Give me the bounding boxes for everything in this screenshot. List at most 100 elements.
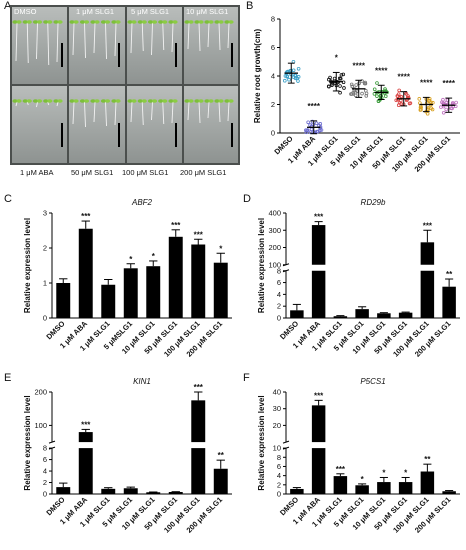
seedling-root — [141, 22, 144, 52]
seedling-leaf — [73, 99, 79, 103]
data-point — [285, 74, 289, 78]
seedling-root — [198, 22, 201, 52]
seedling-root — [171, 22, 174, 53]
data-point — [360, 79, 364, 83]
seedling-root — [105, 22, 107, 60]
seedling-leaf — [43, 20, 49, 24]
y-tick-label: 100 — [268, 260, 281, 269]
seedling-root — [47, 101, 50, 106]
seedling-root — [36, 101, 38, 108]
data-point — [327, 84, 331, 89]
data-point — [443, 102, 448, 107]
bar-break-gap — [310, 442, 327, 449]
data-point — [327, 77, 331, 82]
y-tick-label: 4 — [277, 290, 281, 299]
photo-label-5um-slg1: 5 μM SLG1 — [131, 7, 170, 16]
seedling-leaf — [208, 99, 214, 103]
data-point — [399, 102, 403, 106]
seedling-leaf — [131, 20, 137, 24]
seedling-leaf — [127, 20, 133, 24]
y-tick-label: 40 — [273, 388, 281, 397]
seedling-leaf — [79, 20, 86, 24]
data-point — [314, 121, 319, 126]
bar-break-gap — [310, 264, 327, 271]
seedling-root — [26, 101, 29, 106]
seedling-root — [198, 101, 201, 124]
data-point — [332, 76, 337, 81]
seedling-leaf — [194, 99, 200, 103]
seedling-root — [15, 101, 18, 107]
data-point — [372, 87, 377, 92]
seedling-leaf — [184, 99, 190, 103]
data-point — [350, 92, 354, 96]
significance-marker: **** — [443, 79, 456, 88]
seedling-leaf — [188, 99, 194, 103]
panel-label-e: E — [4, 372, 12, 384]
seedling-leaf — [104, 20, 111, 24]
seedling-root — [151, 101, 153, 121]
data-point — [339, 73, 344, 77]
data-point — [293, 73, 297, 78]
seedling-root — [151, 22, 153, 56]
data-point — [296, 75, 301, 79]
bar — [146, 266, 161, 318]
data-point — [375, 81, 379, 85]
data-point — [353, 93, 358, 98]
seedling-leaf — [147, 20, 154, 24]
significance-marker: *** — [171, 221, 181, 230]
y-tick-label: 2 — [277, 480, 281, 489]
seedling-leaf — [73, 20, 79, 24]
y-tick-label: 8 — [277, 266, 281, 275]
seedling-leaf — [53, 20, 59, 24]
seedling-root — [171, 101, 174, 124]
y-tick-label: 100 — [34, 421, 47, 430]
data-point — [337, 76, 342, 81]
seedling-leaf — [214, 99, 220, 103]
bar — [290, 488, 304, 494]
bar — [101, 284, 116, 318]
seedling-leaf — [53, 99, 59, 103]
seedling-leaf — [94, 99, 100, 103]
significance-marker: **** — [420, 78, 433, 87]
data-point — [342, 86, 346, 90]
data-point — [454, 100, 458, 105]
bar-break-gap — [190, 442, 207, 449]
photo-label-50um-slg1: 50 μM SLG1 — [71, 168, 114, 177]
y-tick-label: 200 — [34, 388, 47, 397]
data-point — [375, 94, 379, 98]
chart-title: RD29b — [361, 198, 386, 207]
data-point — [341, 72, 346, 77]
panel-label-a: A — [4, 0, 12, 12]
data-point — [360, 91, 364, 96]
seedling-leaf — [137, 99, 143, 103]
seedling-leaf — [184, 20, 190, 24]
seedling-leaf — [90, 99, 96, 103]
seedling-leaf — [36, 20, 43, 24]
bar — [168, 491, 183, 494]
data-point — [305, 128, 309, 133]
seedling-leaf — [198, 99, 204, 103]
data-point — [444, 107, 449, 112]
bar — [398, 312, 413, 318]
y-axis-label: Relative expression level — [23, 395, 32, 490]
seedling-photo — [10, 5, 240, 165]
data-point — [417, 97, 422, 101]
chart-title: KIN1 — [133, 377, 151, 386]
y-tick-label: 1 — [43, 279, 47, 288]
data-point — [349, 82, 354, 87]
y-tick-label: 10 — [273, 444, 281, 453]
bar — [355, 309, 369, 318]
data-point — [395, 94, 400, 99]
seedling-root — [15, 22, 18, 62]
seedling-leaf — [12, 99, 18, 103]
data-point — [450, 102, 455, 107]
seedling-leaf — [168, 99, 174, 103]
seedling-root — [130, 101, 133, 123]
y-tick-label: 4 — [277, 471, 281, 480]
significance-marker: **** — [398, 73, 411, 82]
y-tick-label: 6 — [277, 278, 281, 287]
panel-label-d: D — [243, 193, 251, 205]
bar — [311, 225, 326, 318]
seedling-leaf — [115, 99, 121, 103]
